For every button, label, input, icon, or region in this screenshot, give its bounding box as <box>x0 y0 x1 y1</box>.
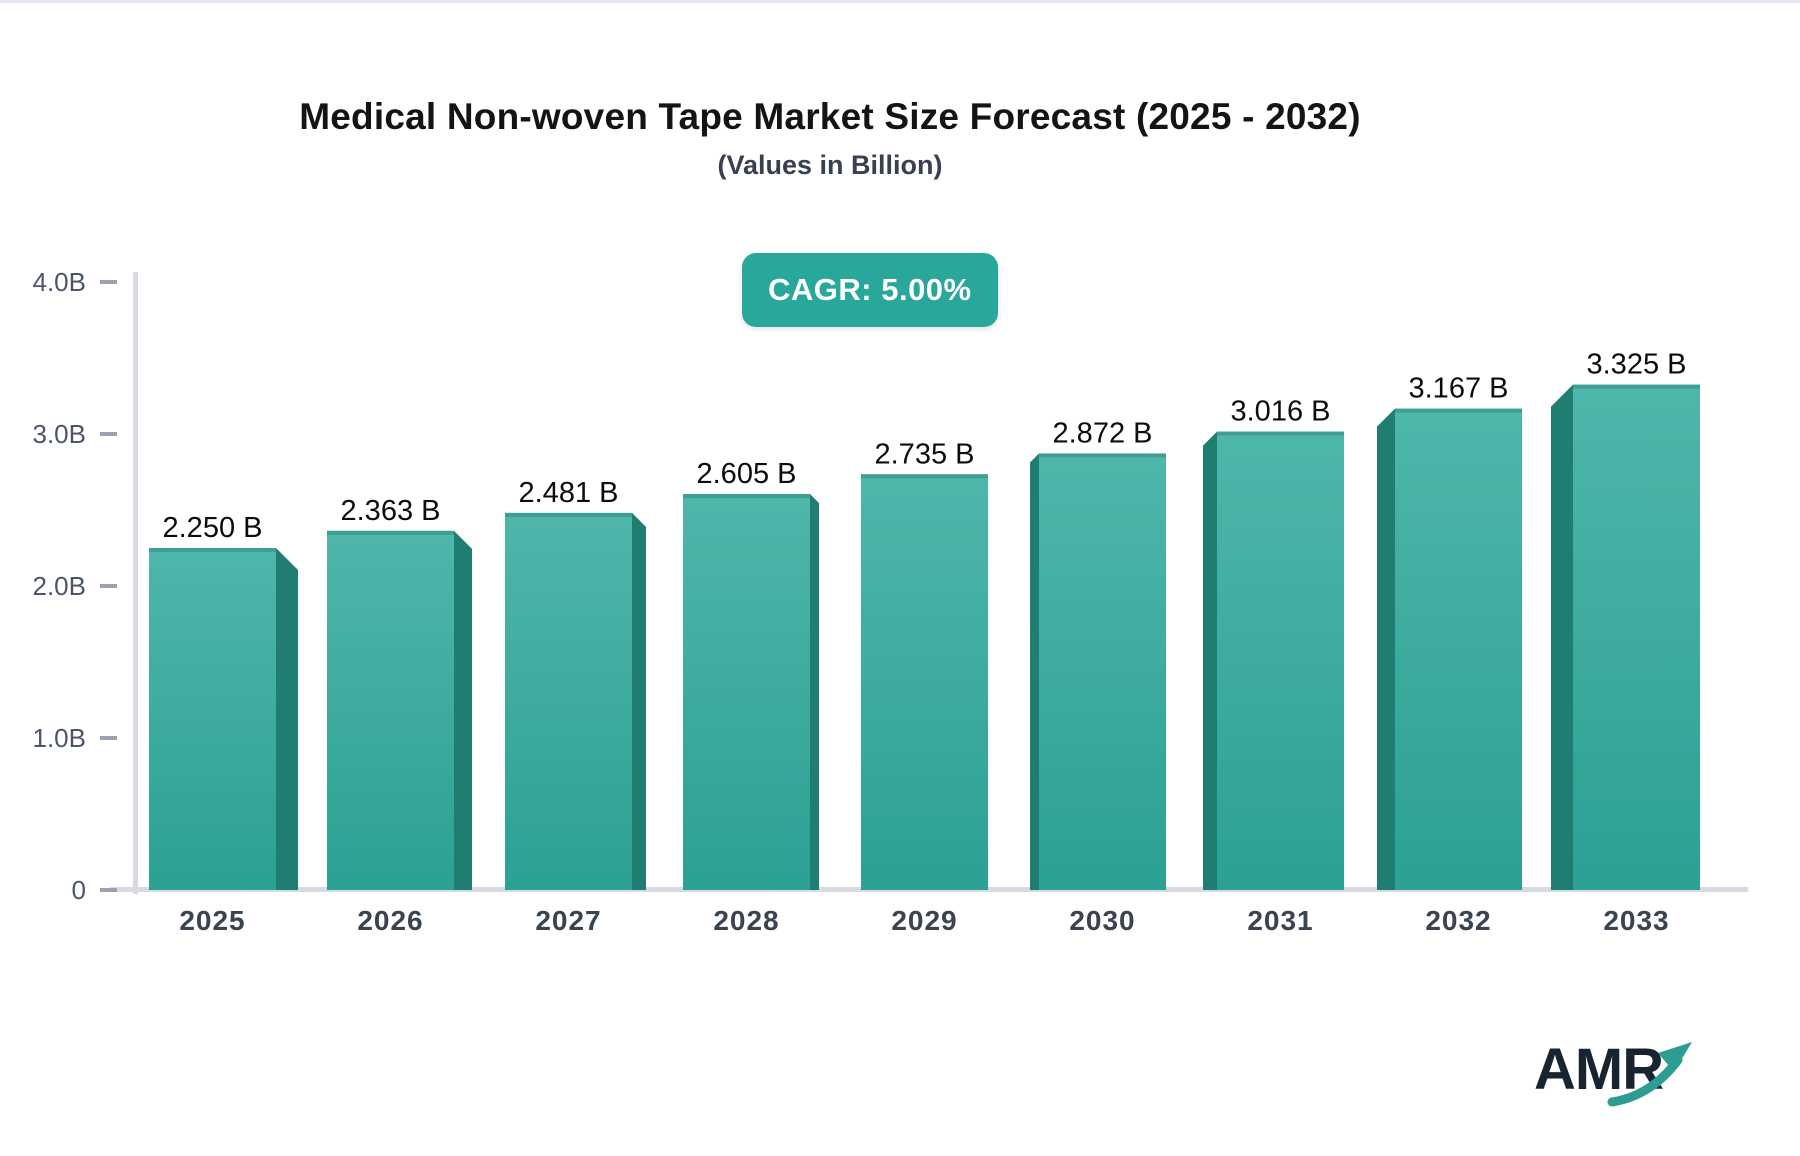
bar-value-label: 3.016 B <box>1231 396 1331 428</box>
bar-side-face <box>1377 408 1395 890</box>
page-top-border <box>0 0 1800 3</box>
bar-2029 <box>861 474 988 890</box>
labels: 2.250 B 2025 2.363 B 2026 2.481 B 2027 2.605 B… <box>163 349 1687 936</box>
x-tick-label: 2030 <box>1069 905 1135 936</box>
bar-top-edge <box>861 474 988 479</box>
y-tick-label: 2.0B <box>33 571 87 601</box>
amr-logo: AMR <box>1534 1036 1764 1126</box>
bar-2027 <box>505 512 646 890</box>
bar-2031 <box>1203 431 1344 890</box>
x-tick-label: 2026 <box>357 905 423 936</box>
y-tick-label: 1.0B <box>33 723 87 753</box>
y-tick-mark <box>100 584 117 588</box>
bar-front-face <box>1039 453 1166 890</box>
bar-value-label: 2.363 B <box>341 495 441 527</box>
y-tick-mark <box>100 888 117 892</box>
bar-top-edge <box>1573 384 1700 389</box>
bar-side-face <box>632 512 646 890</box>
y-axis-line <box>133 272 138 894</box>
bar-top-edge <box>683 494 810 499</box>
bar-top-edge <box>149 548 276 552</box>
bar-value-label: 2.481 B <box>519 477 619 509</box>
bar-value-label: 2.605 B <box>697 458 797 490</box>
bar-top-edge <box>1039 453 1166 458</box>
growth-arrow-icon <box>1607 1042 1692 1107</box>
x-tick-label: 2028 <box>713 905 779 936</box>
cagr-badge: CAGR: 5.00% <box>742 253 998 327</box>
x-tick-label: 2029 <box>891 905 957 936</box>
bar-top-edge <box>327 530 454 535</box>
bar-side-face <box>454 530 472 890</box>
bar-front-face <box>683 494 810 890</box>
bar-front-face <box>149 548 276 890</box>
bar-value-label: 2.250 B <box>163 512 263 544</box>
bar-front-face <box>1573 384 1700 890</box>
bar-top-edge <box>1395 408 1522 413</box>
bar-top-edge <box>1217 431 1344 436</box>
bar-front-face <box>505 512 632 890</box>
bar-2032 <box>1377 408 1522 890</box>
bar-2025 <box>149 548 298 890</box>
bar-top-edge <box>505 512 632 517</box>
bar-front-face <box>1217 431 1344 890</box>
chart-subtitle: (Values in Billion) <box>717 150 943 180</box>
bar-2028 <box>683 494 819 890</box>
bar-side-face <box>1030 453 1039 890</box>
y-tick-mark <box>100 432 117 436</box>
x-tick-label: 2025 <box>179 905 245 936</box>
bars <box>149 384 1700 890</box>
bar-value-label: 2.735 B <box>875 438 975 470</box>
chart-title: Medical Non-woven Tape Market Size Forec… <box>299 96 1361 137</box>
bar-front-face <box>1395 408 1522 890</box>
bar-2033 <box>1551 384 1700 890</box>
y-tick-label: 4.0B <box>33 267 87 297</box>
x-tick-label: 2031 <box>1247 905 1313 936</box>
x-tick-label: 2032 <box>1425 905 1491 936</box>
bar-2030 <box>1030 453 1166 890</box>
y-tick-mark <box>100 736 117 740</box>
x-tick-label: 2027 <box>535 905 601 936</box>
y-tick-label: 3.0B <box>33 419 87 449</box>
bar-side-face <box>810 494 819 890</box>
bar-2026 <box>327 530 472 890</box>
y-tick-mark <box>100 280 117 284</box>
bar-side-face <box>276 548 298 890</box>
bar-side-face <box>1551 384 1573 890</box>
y-tick-label: 0 <box>72 875 86 905</box>
x-tick-label: 2033 <box>1603 905 1669 936</box>
bar-front-face <box>861 474 988 890</box>
bar-front-face <box>327 530 454 890</box>
bar-value-label: 3.167 B <box>1409 373 1509 405</box>
bar-value-label: 3.325 B <box>1587 349 1687 381</box>
bar-side-face <box>1203 431 1217 890</box>
bar-value-label: 2.872 B <box>1053 417 1153 449</box>
